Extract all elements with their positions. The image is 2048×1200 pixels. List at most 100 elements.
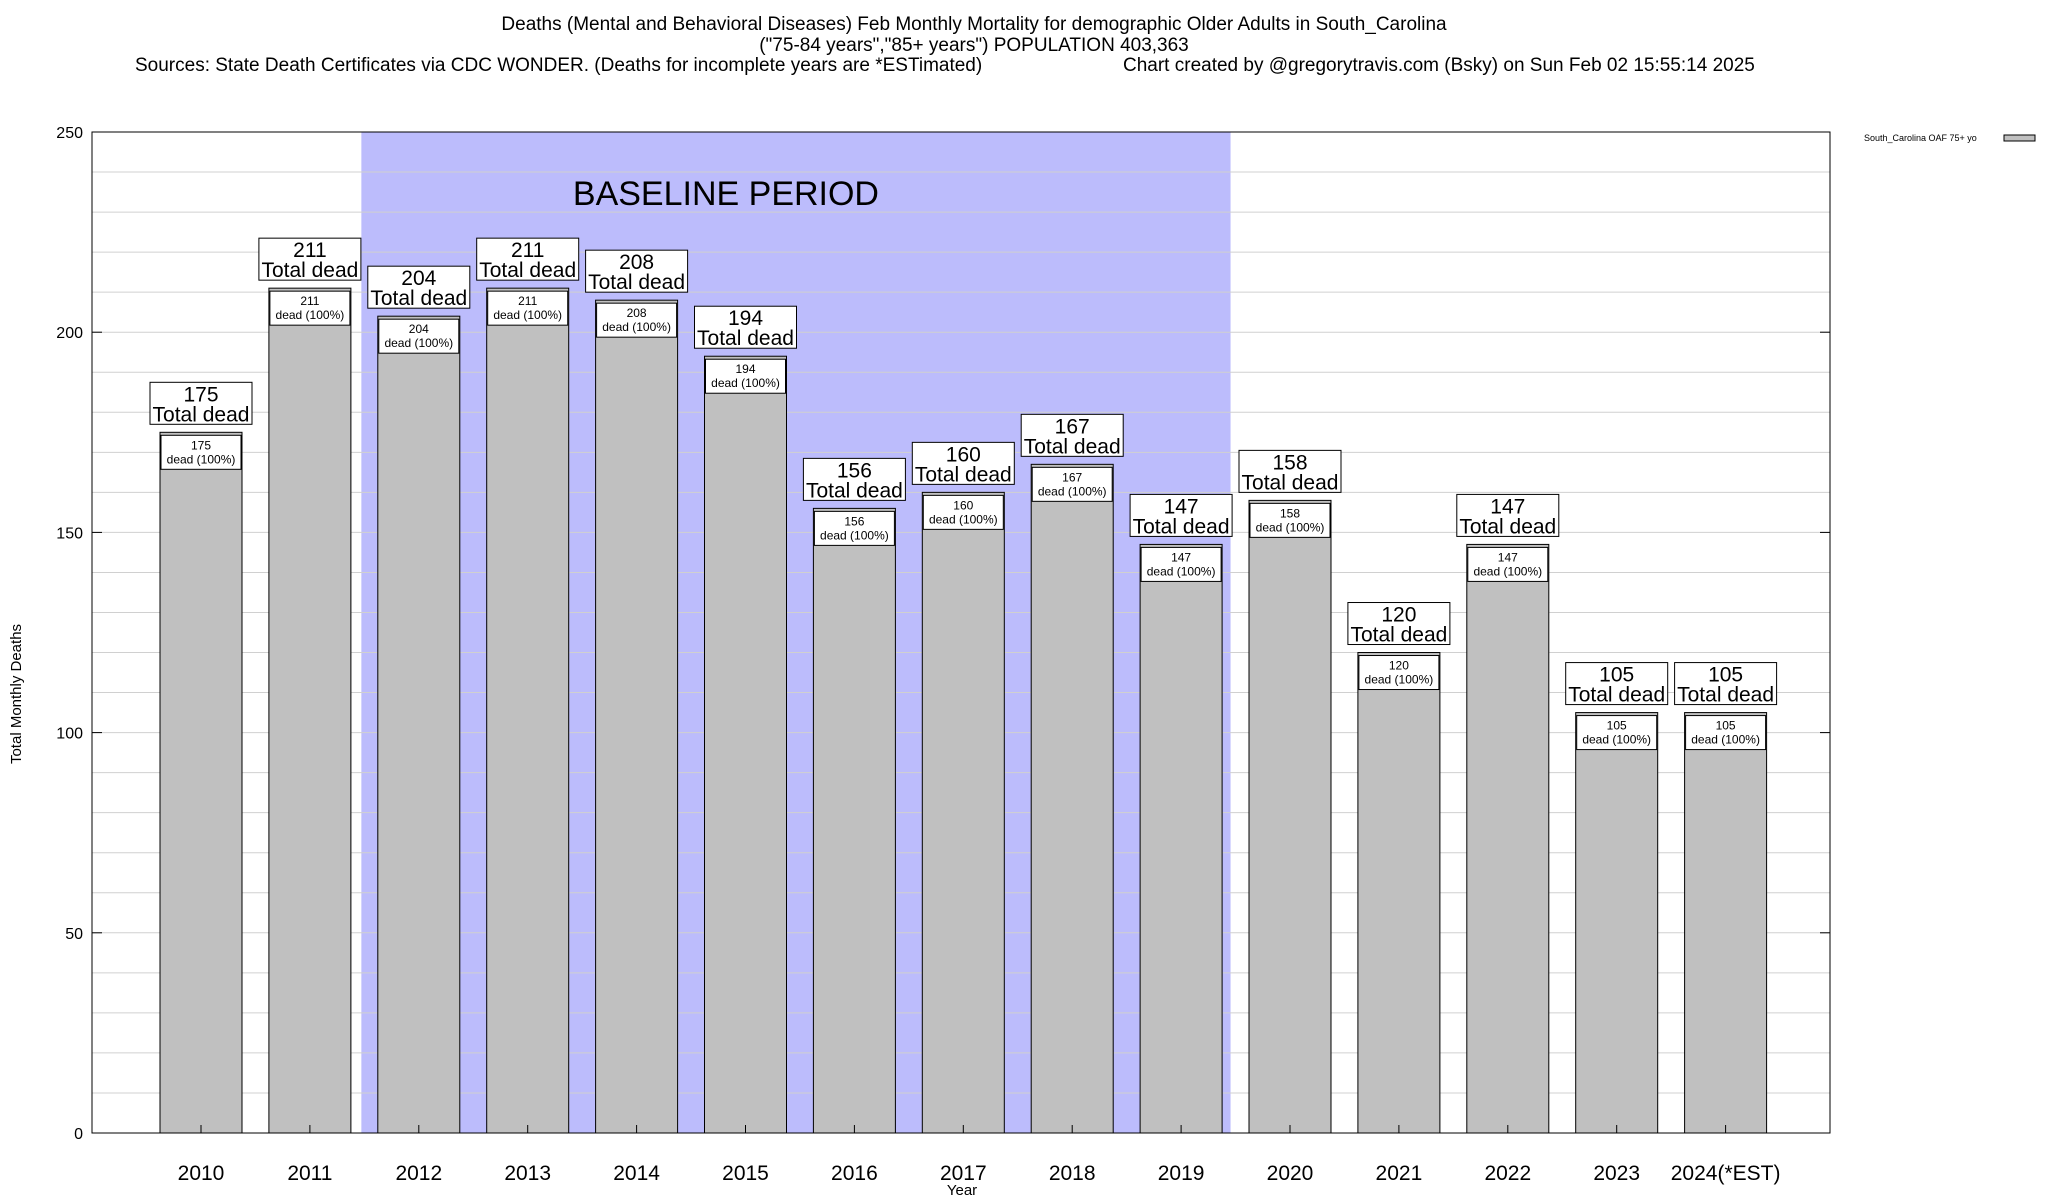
x-tick-label: 2016 — [831, 1162, 878, 1185]
y-tick-label: 50 — [65, 926, 83, 943]
top-label-text: Total dead — [1350, 624, 1447, 647]
top-label-text: Total dead — [479, 259, 576, 282]
chart-title: Deaths (Mental and Behavioral Diseases) … — [135, 14, 1755, 76]
inner-label-value: 105 — [1716, 719, 1736, 733]
top-label-value: 167 — [1055, 415, 1090, 438]
plot-area: BASELINE PERIOD 0 50 100 150 200 250 2010 2011 20… — [56, 125, 1831, 1185]
top-label-text: Total dead — [1459, 515, 1556, 538]
bar — [1357, 652, 1441, 1134]
sources-note: Sources: State Death Certificates via CD… — [135, 55, 982, 76]
top-label-text: Total dead — [1568, 684, 1665, 707]
top-label-box — [1238, 449, 1342, 493]
inner-label-text: dead (100%) — [1473, 564, 1542, 578]
inner-label-value: 105 — [1607, 719, 1627, 733]
y-axis-title: Total Monthly Deaths — [8, 624, 25, 764]
inner-label-value: 175 — [191, 438, 211, 452]
top-label-box — [476, 237, 580, 281]
top-label-value: 160 — [946, 443, 981, 466]
x-tick-label: 2021 — [1376, 1162, 1423, 1185]
legend: South_Carolina OAF 75+ yo — [1864, 133, 2036, 143]
top-label-box — [1020, 413, 1124, 457]
top-label-value: 211 — [511, 239, 544, 262]
y-tick-label: 150 — [56, 525, 83, 542]
inner-label-value: 211 — [300, 294, 319, 308]
inner-label-text: dead (100%) — [1147, 564, 1216, 578]
bar — [268, 287, 352, 1134]
inner-label-value: 147 — [1171, 550, 1191, 564]
bar — [1466, 543, 1550, 1134]
inner-label-text: dead (100%) — [1691, 733, 1760, 747]
inner-label-text: dead (100%) — [1256, 520, 1325, 534]
legend-swatch — [2003, 134, 2036, 142]
baseline-band-label: BASELINE PERIOD — [573, 175, 879, 213]
top-label-box — [1565, 662, 1669, 706]
y-tick-label: 200 — [56, 325, 83, 342]
inner-label-box — [487, 290, 569, 326]
top-label-box — [1674, 662, 1778, 706]
bar — [486, 287, 570, 1134]
y-tick-label: 250 — [56, 125, 83, 142]
top-label-text: Total dead — [1242, 471, 1339, 494]
x-tick-label: 2014 — [613, 1162, 660, 1185]
inner-label-value: 211 — [518, 294, 537, 308]
top-label-text: Total dead — [153, 403, 250, 426]
top-label-box — [694, 305, 797, 349]
bar — [159, 431, 243, 1134]
inner-label-value: 167 — [1062, 470, 1082, 484]
inner-label-box — [1576, 715, 1658, 751]
top-label-text: Total dead — [370, 287, 467, 310]
y-tick-label: 100 — [56, 726, 83, 743]
top-label-text: Total dead — [915, 463, 1012, 486]
inner-label-box — [1685, 715, 1767, 751]
top-label-text: Total dead — [1133, 515, 1230, 538]
x-tick-label: 2017 — [940, 1162, 987, 1185]
inner-label-value: 147 — [1498, 550, 1518, 564]
inner-label-value: 208 — [627, 306, 647, 320]
x-tick-label: 2015 — [722, 1162, 769, 1185]
top-label-value: 105 — [1708, 664, 1743, 687]
top-label-value: 120 — [1381, 604, 1416, 627]
top-label-text: Total dead — [588, 271, 685, 294]
x-tick-label: 2012 — [395, 1162, 442, 1185]
y-tick-label: 0 — [74, 1126, 83, 1143]
inner-label-box — [1467, 546, 1549, 582]
bar — [1684, 712, 1768, 1134]
inner-label-box — [705, 358, 786, 394]
top-label-text: Total dead — [1024, 435, 1121, 458]
bar — [812, 507, 896, 1134]
top-label-value: 158 — [1272, 451, 1307, 474]
top-label-value: 204 — [401, 267, 436, 290]
bar — [921, 491, 1005, 1134]
inner-label-value: 158 — [1280, 506, 1300, 520]
top-label-text: Total dead — [1677, 684, 1774, 707]
top-label-box — [1347, 602, 1451, 646]
x-tick-label: 2020 — [1267, 1162, 1314, 1185]
x-tick-label: 2019 — [1158, 1162, 1205, 1185]
inner-label-box — [378, 318, 460, 354]
bar — [704, 355, 787, 1134]
inner-label-text: dead (100%) — [384, 336, 453, 350]
top-label-value: 175 — [183, 383, 218, 406]
bar — [1248, 499, 1332, 1134]
top-label-value: 156 — [837, 459, 872, 482]
top-label-value: 208 — [619, 251, 654, 274]
inner-label-box — [1358, 655, 1440, 691]
inner-label-text: dead (100%) — [602, 320, 671, 334]
inner-label-box — [1031, 466, 1113, 502]
chart-credit: Chart created by @gregorytravis.com (Bsk… — [1123, 55, 1755, 76]
inner-label-box — [596, 302, 678, 338]
top-label-value: 147 — [1490, 495, 1525, 518]
inner-label-box — [1249, 502, 1331, 538]
x-tick-label: 2010 — [178, 1162, 225, 1185]
inner-label-text: dead (100%) — [167, 452, 236, 466]
top-label-box — [911, 441, 1015, 485]
top-label-value: 147 — [1164, 495, 1199, 518]
inner-label-text: dead (100%) — [1038, 484, 1107, 498]
top-label-value: 211 — [293, 239, 326, 262]
top-label-text: Total dead — [806, 479, 903, 502]
inner-label-box — [1140, 546, 1222, 582]
top-label-box — [585, 249, 689, 293]
inner-label-value: 160 — [953, 498, 973, 512]
